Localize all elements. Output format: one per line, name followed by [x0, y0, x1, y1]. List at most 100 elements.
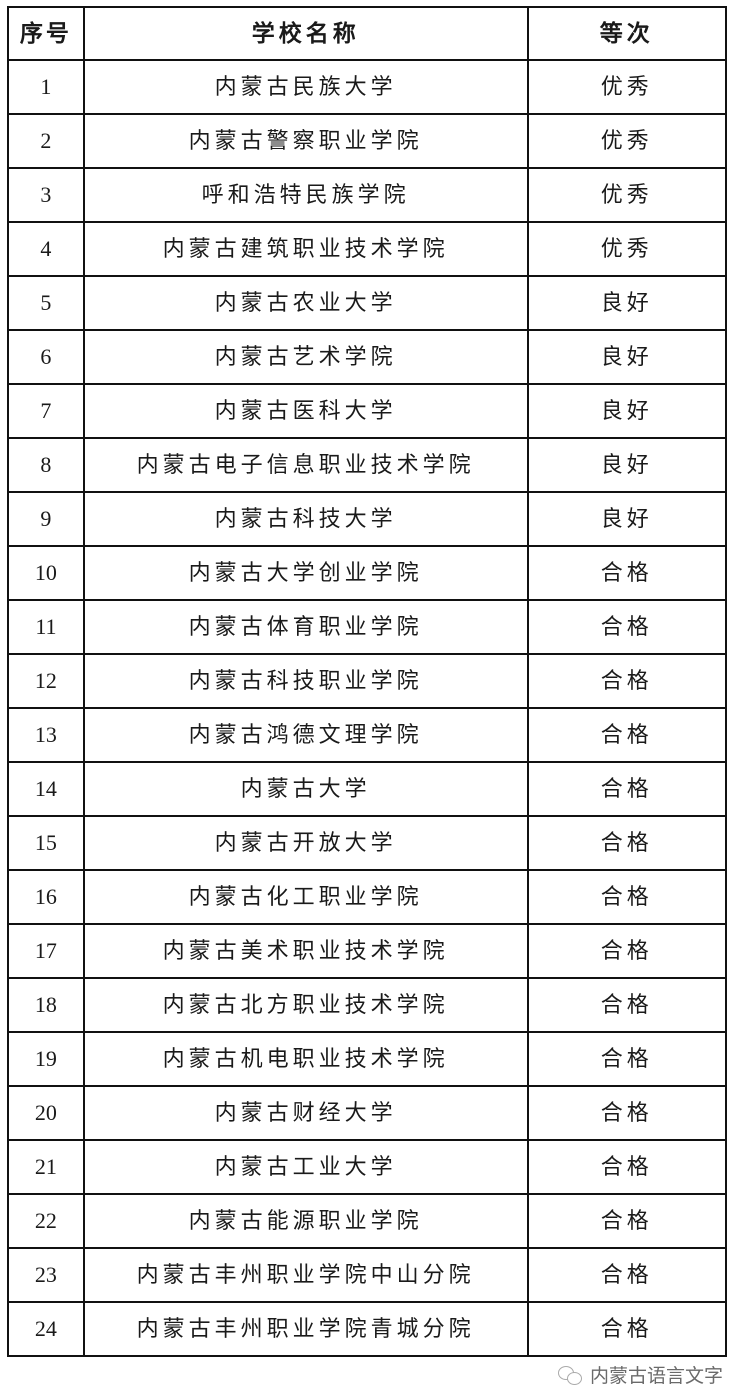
table-row: 6 内蒙古艺术学院 良好 — [7, 329, 728, 385]
row-grade: 优秀 — [526, 221, 728, 277]
table-row: 23 内蒙古丰州职业学院中山分院 合格 — [7, 1247, 728, 1303]
row-index: 9 — [7, 491, 85, 547]
row-index: 23 — [7, 1247, 85, 1303]
header-index: 序号 — [7, 6, 85, 61]
row-grade: 合格 — [526, 761, 728, 817]
row-grade: 合格 — [526, 977, 728, 1033]
row-school-name: 内蒙古机电职业技术学院 — [82, 1031, 529, 1087]
row-grade: 合格 — [526, 1139, 728, 1195]
row-grade: 合格 — [526, 1193, 728, 1249]
table-row: 15 内蒙古开放大学 合格 — [7, 815, 728, 871]
row-index: 17 — [7, 923, 85, 979]
row-index: 12 — [7, 653, 85, 709]
row-index: 15 — [7, 815, 85, 871]
row-index: 22 — [7, 1193, 85, 1249]
row-index: 19 — [7, 1031, 85, 1087]
row-grade: 合格 — [526, 1085, 728, 1141]
row-grade: 优秀 — [526, 113, 728, 169]
row-grade: 良好 — [526, 383, 728, 439]
row-index: 13 — [7, 707, 85, 763]
table-row: 4 内蒙古建筑职业技术学院 优秀 — [7, 221, 728, 277]
table-row: 19 内蒙古机电职业技术学院 合格 — [7, 1031, 728, 1087]
table-row: 8 内蒙古电子信息职业技术学院 良好 — [7, 437, 728, 493]
row-grade: 良好 — [526, 329, 728, 385]
header-school-name: 学校名称 — [82, 6, 529, 61]
row-school-name: 呼和浩特民族学院 — [82, 167, 529, 223]
row-grade: 合格 — [526, 1247, 728, 1303]
row-index: 7 — [7, 383, 85, 439]
row-index: 2 — [7, 113, 85, 169]
row-grade: 优秀 — [526, 59, 728, 115]
row-index: 16 — [7, 869, 85, 925]
row-school-name: 内蒙古能源职业学院 — [82, 1193, 529, 1249]
row-index: 1 — [7, 59, 85, 115]
watermark-text: 内蒙古语言文字 — [589, 1365, 723, 1387]
row-school-name: 内蒙古大学 — [82, 761, 529, 817]
row-grade: 良好 — [526, 437, 728, 493]
table-body: 1 内蒙古民族大学 优秀 2 内蒙古警察职业学院 优秀 3 呼和浩特民族学院 优秀 4 内蒙古建筑职… — [7, 59, 728, 1357]
row-school-name: 内蒙古民族大学 — [82, 59, 529, 115]
table-row: 12 内蒙古科技职业学院 合格 — [7, 653, 728, 709]
row-index: 6 — [7, 329, 85, 385]
table-row: 1 内蒙古民族大学 优秀 — [7, 59, 728, 115]
row-school-name: 内蒙古丰州职业学院中山分院 — [82, 1247, 529, 1303]
table-row: 24 内蒙古丰州职业学院青城分院 合格 — [7, 1301, 728, 1357]
table-row: 21 内蒙古工业大学 合格 — [7, 1139, 728, 1195]
row-school-name: 内蒙古科技职业学院 — [82, 653, 529, 709]
results-table: 序号 学校名称 等次 1 内蒙古民族大学 优秀 2 内蒙古警察职业学院 优秀 3 呼和浩特民族… — [7, 6, 728, 1357]
row-grade: 合格 — [526, 1301, 728, 1357]
table-row: 5 内蒙古农业大学 良好 — [7, 275, 728, 331]
row-grade: 优秀 — [526, 167, 728, 223]
row-school-name: 内蒙古艺术学院 — [82, 329, 529, 385]
row-index: 5 — [7, 275, 85, 331]
row-school-name: 内蒙古美术职业技术学院 — [82, 923, 529, 979]
row-index: 24 — [7, 1301, 85, 1357]
row-school-name: 内蒙古化工职业学院 — [82, 869, 529, 925]
table-row: 3 呼和浩特民族学院 优秀 — [7, 167, 728, 223]
row-index: 10 — [7, 545, 85, 601]
row-grade: 合格 — [526, 653, 728, 709]
table-row: 9 内蒙古科技大学 良好 — [7, 491, 728, 547]
table-row: 2 内蒙古警察职业学院 优秀 — [7, 113, 728, 169]
header-grade: 等次 — [526, 6, 728, 61]
row-school-name: 内蒙古警察职业学院 — [82, 113, 529, 169]
watermark: 内蒙古语言文字 — [557, 1364, 723, 1388]
table-row: 13 内蒙古鸿德文理学院 合格 — [7, 707, 728, 763]
row-index: 11 — [7, 599, 85, 655]
row-school-name: 内蒙古电子信息职业技术学院 — [82, 437, 529, 493]
row-school-name: 内蒙古医科大学 — [82, 383, 529, 439]
row-grade: 合格 — [526, 815, 728, 871]
row-index: 21 — [7, 1139, 85, 1195]
row-school-name: 内蒙古建筑职业技术学院 — [82, 221, 529, 277]
table-header-row: 序号 学校名称 等次 — [7, 6, 728, 61]
row-school-name: 内蒙古开放大学 — [82, 815, 529, 871]
row-grade: 合格 — [526, 599, 728, 655]
table-row: 17 内蒙古美术职业技术学院 合格 — [7, 923, 728, 979]
row-school-name: 内蒙古财经大学 — [82, 1085, 529, 1141]
table-row: 20 内蒙古财经大学 合格 — [7, 1085, 728, 1141]
row-school-name: 内蒙古鸿德文理学院 — [82, 707, 529, 763]
row-index: 20 — [7, 1085, 85, 1141]
row-school-name: 内蒙古丰州职业学院青城分院 — [82, 1301, 529, 1357]
row-school-name: 内蒙古农业大学 — [82, 275, 529, 331]
table-row: 18 内蒙古北方职业技术学院 合格 — [7, 977, 728, 1033]
row-school-name: 内蒙古体育职业学院 — [82, 599, 529, 655]
row-grade: 合格 — [526, 707, 728, 763]
row-grade: 合格 — [526, 1031, 728, 1087]
row-grade: 合格 — [526, 545, 728, 601]
table-row: 10 内蒙古大学创业学院 合格 — [7, 545, 728, 601]
table-row: 22 内蒙古能源职业学院 合格 — [7, 1193, 728, 1249]
row-index: 14 — [7, 761, 85, 817]
row-index: 4 — [7, 221, 85, 277]
row-index: 18 — [7, 977, 85, 1033]
row-school-name: 内蒙古科技大学 — [82, 491, 529, 547]
table-row: 7 内蒙古医科大学 良好 — [7, 383, 728, 439]
row-grade: 良好 — [526, 491, 728, 547]
row-grade: 合格 — [526, 923, 728, 979]
wechat-icon — [557, 1366, 584, 1386]
row-school-name: 内蒙古北方职业技术学院 — [82, 977, 529, 1033]
row-school-name: 内蒙古工业大学 — [82, 1139, 529, 1195]
table-row: 14 内蒙古大学 合格 — [7, 761, 728, 817]
row-index: 8 — [7, 437, 85, 493]
table-row: 11 内蒙古体育职业学院 合格 — [7, 599, 728, 655]
